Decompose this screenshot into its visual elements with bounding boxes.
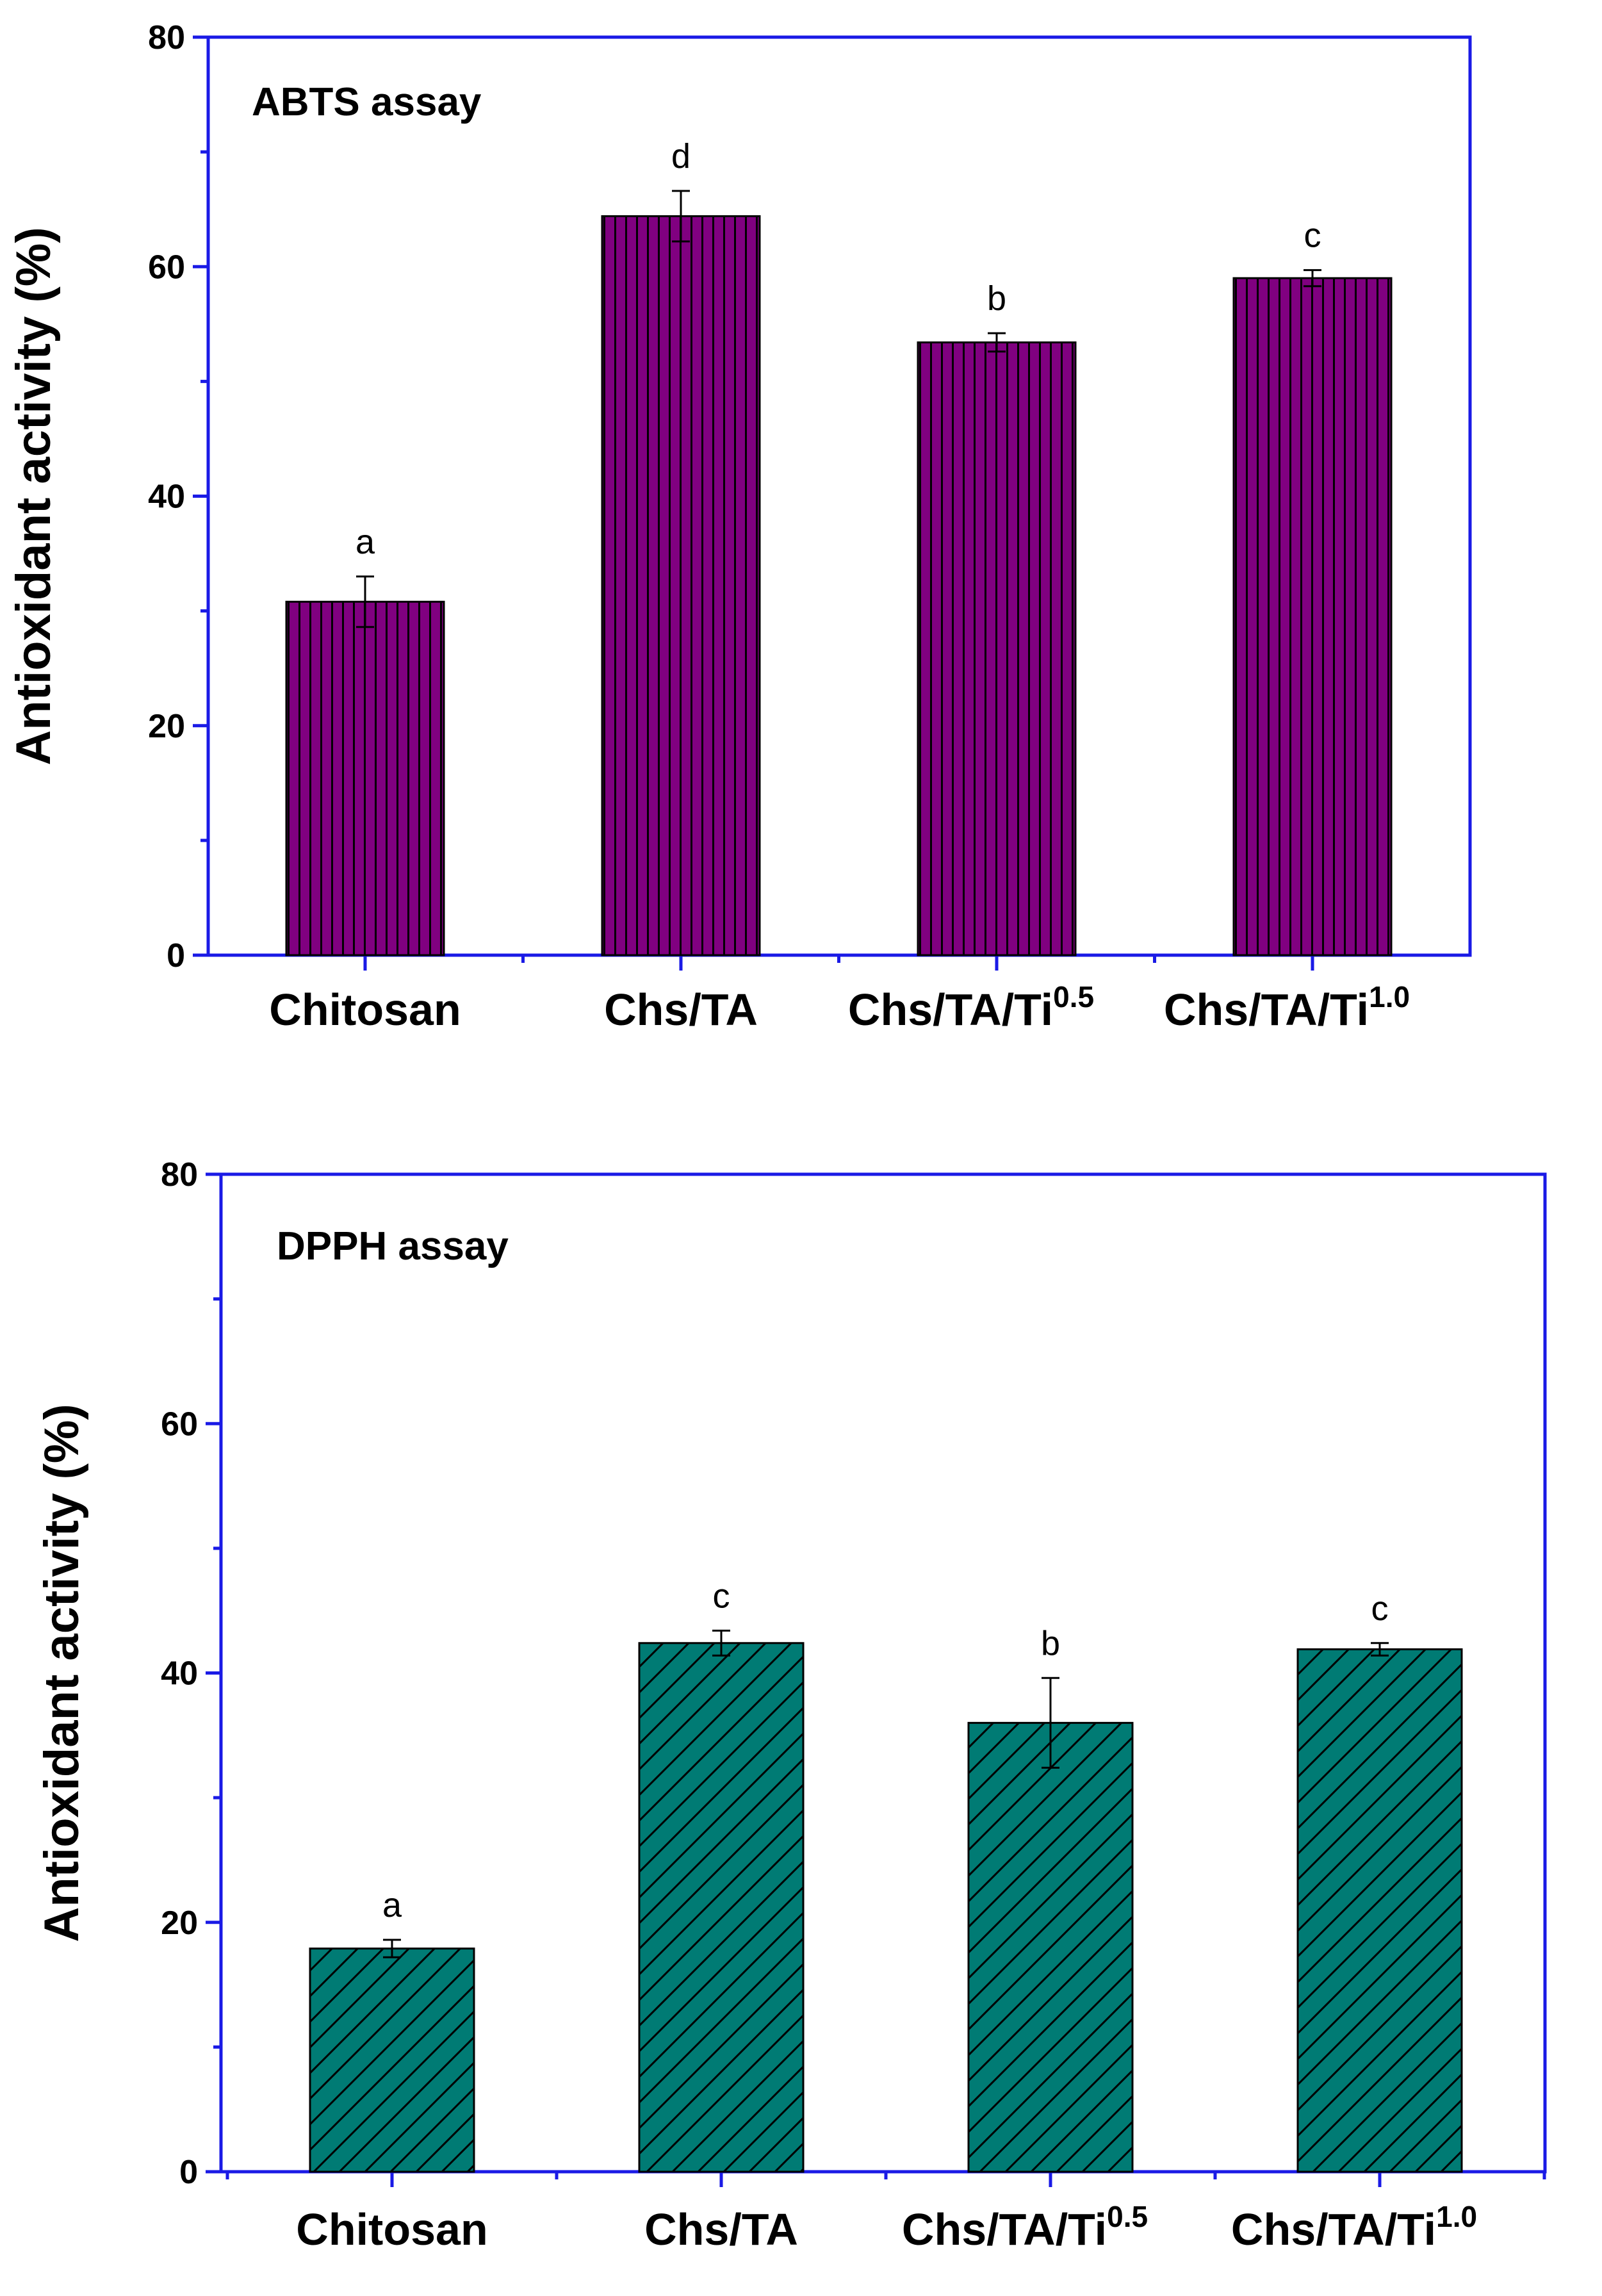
y-tick-label: 0 (179, 2154, 198, 2191)
bar-hatch (309, 1948, 475, 2173)
y-tick-label: 80 (161, 1156, 198, 1193)
significance-label: a (382, 1886, 402, 1924)
category-label-superscript: 0.5 (1053, 980, 1094, 1013)
bar-hatch (285, 600, 445, 956)
dpph-chart-panel: 020406080aChitosancChs/TAbChs/TA/Ti0.5cC… (35, 1156, 1547, 2254)
y-tick-label: 40 (161, 1655, 198, 1693)
panel-title: ABTS assay (252, 80, 482, 124)
bar-hatch (917, 341, 1077, 956)
category-label-base: Chs/TA/Ti (848, 985, 1053, 1035)
y-tick-label: 60 (148, 249, 185, 286)
category-label-base: Chs/TA (644, 2204, 798, 2254)
category-label-superscript: 1.0 (1369, 980, 1410, 1013)
category-label-base: Chs/TA/Ti (1164, 985, 1369, 1035)
category-label: Chs/TA/Ti0.5 (902, 2200, 1148, 2254)
significance-label: a (356, 523, 375, 561)
category-label-base: Chs/TA (604, 985, 758, 1035)
category-label: Chs/TA/Ti1.0 (1164, 980, 1410, 1035)
category-label: Chs/TA (644, 2204, 798, 2254)
category-label: Chitosan (296, 2204, 487, 2254)
significance-label: d (671, 137, 691, 176)
panel-title: DPPH assay (277, 1224, 509, 1268)
y-tick-label: 40 (148, 479, 185, 516)
bar-hatch (967, 1721, 1134, 2173)
category-label-base: Chs/TA/Ti (1231, 2204, 1436, 2254)
category-label: Chs/TA/Ti1.0 (1231, 2200, 1477, 2254)
abts-chart-panel: 020406080aChitosandChs/TAbChs/TA/Ti0.5cC… (6, 19, 1472, 1035)
significance-label: c (1371, 1589, 1389, 1628)
y-tick-label: 60 (161, 1406, 198, 1443)
y-axis-title: Antioxidant activity (%) (35, 1404, 89, 1942)
significance-label: c (713, 1577, 730, 1615)
category-label-base: Chs/TA/Ti (902, 2204, 1107, 2254)
y-tick-label: 20 (161, 1905, 198, 1942)
category-label: Chs/TA/Ti0.5 (848, 980, 1094, 1035)
category-label-superscript: 0.5 (1107, 2200, 1148, 2233)
category-label: Chs/TA (604, 985, 758, 1035)
y-tick-label: 20 (148, 708, 185, 745)
bar-hatch (1232, 277, 1393, 956)
y-axis-title: Antioxidant activity (%) (6, 227, 61, 765)
category-label-base: Chitosan (269, 985, 461, 1035)
category-label-superscript: 1.0 (1436, 2200, 1477, 2233)
bar-hatch (601, 215, 761, 956)
significance-label: c (1304, 217, 1321, 255)
significance-label: b (987, 279, 1006, 318)
bar-hatch (638, 1642, 805, 2173)
significance-label: b (1041, 1624, 1060, 1662)
y-tick-label: 80 (148, 19, 185, 56)
y-tick-label: 0 (167, 937, 185, 974)
category-label: Chitosan (269, 985, 461, 1035)
category-label-base: Chitosan (296, 2204, 487, 2254)
bar-hatch (1296, 1648, 1463, 2173)
